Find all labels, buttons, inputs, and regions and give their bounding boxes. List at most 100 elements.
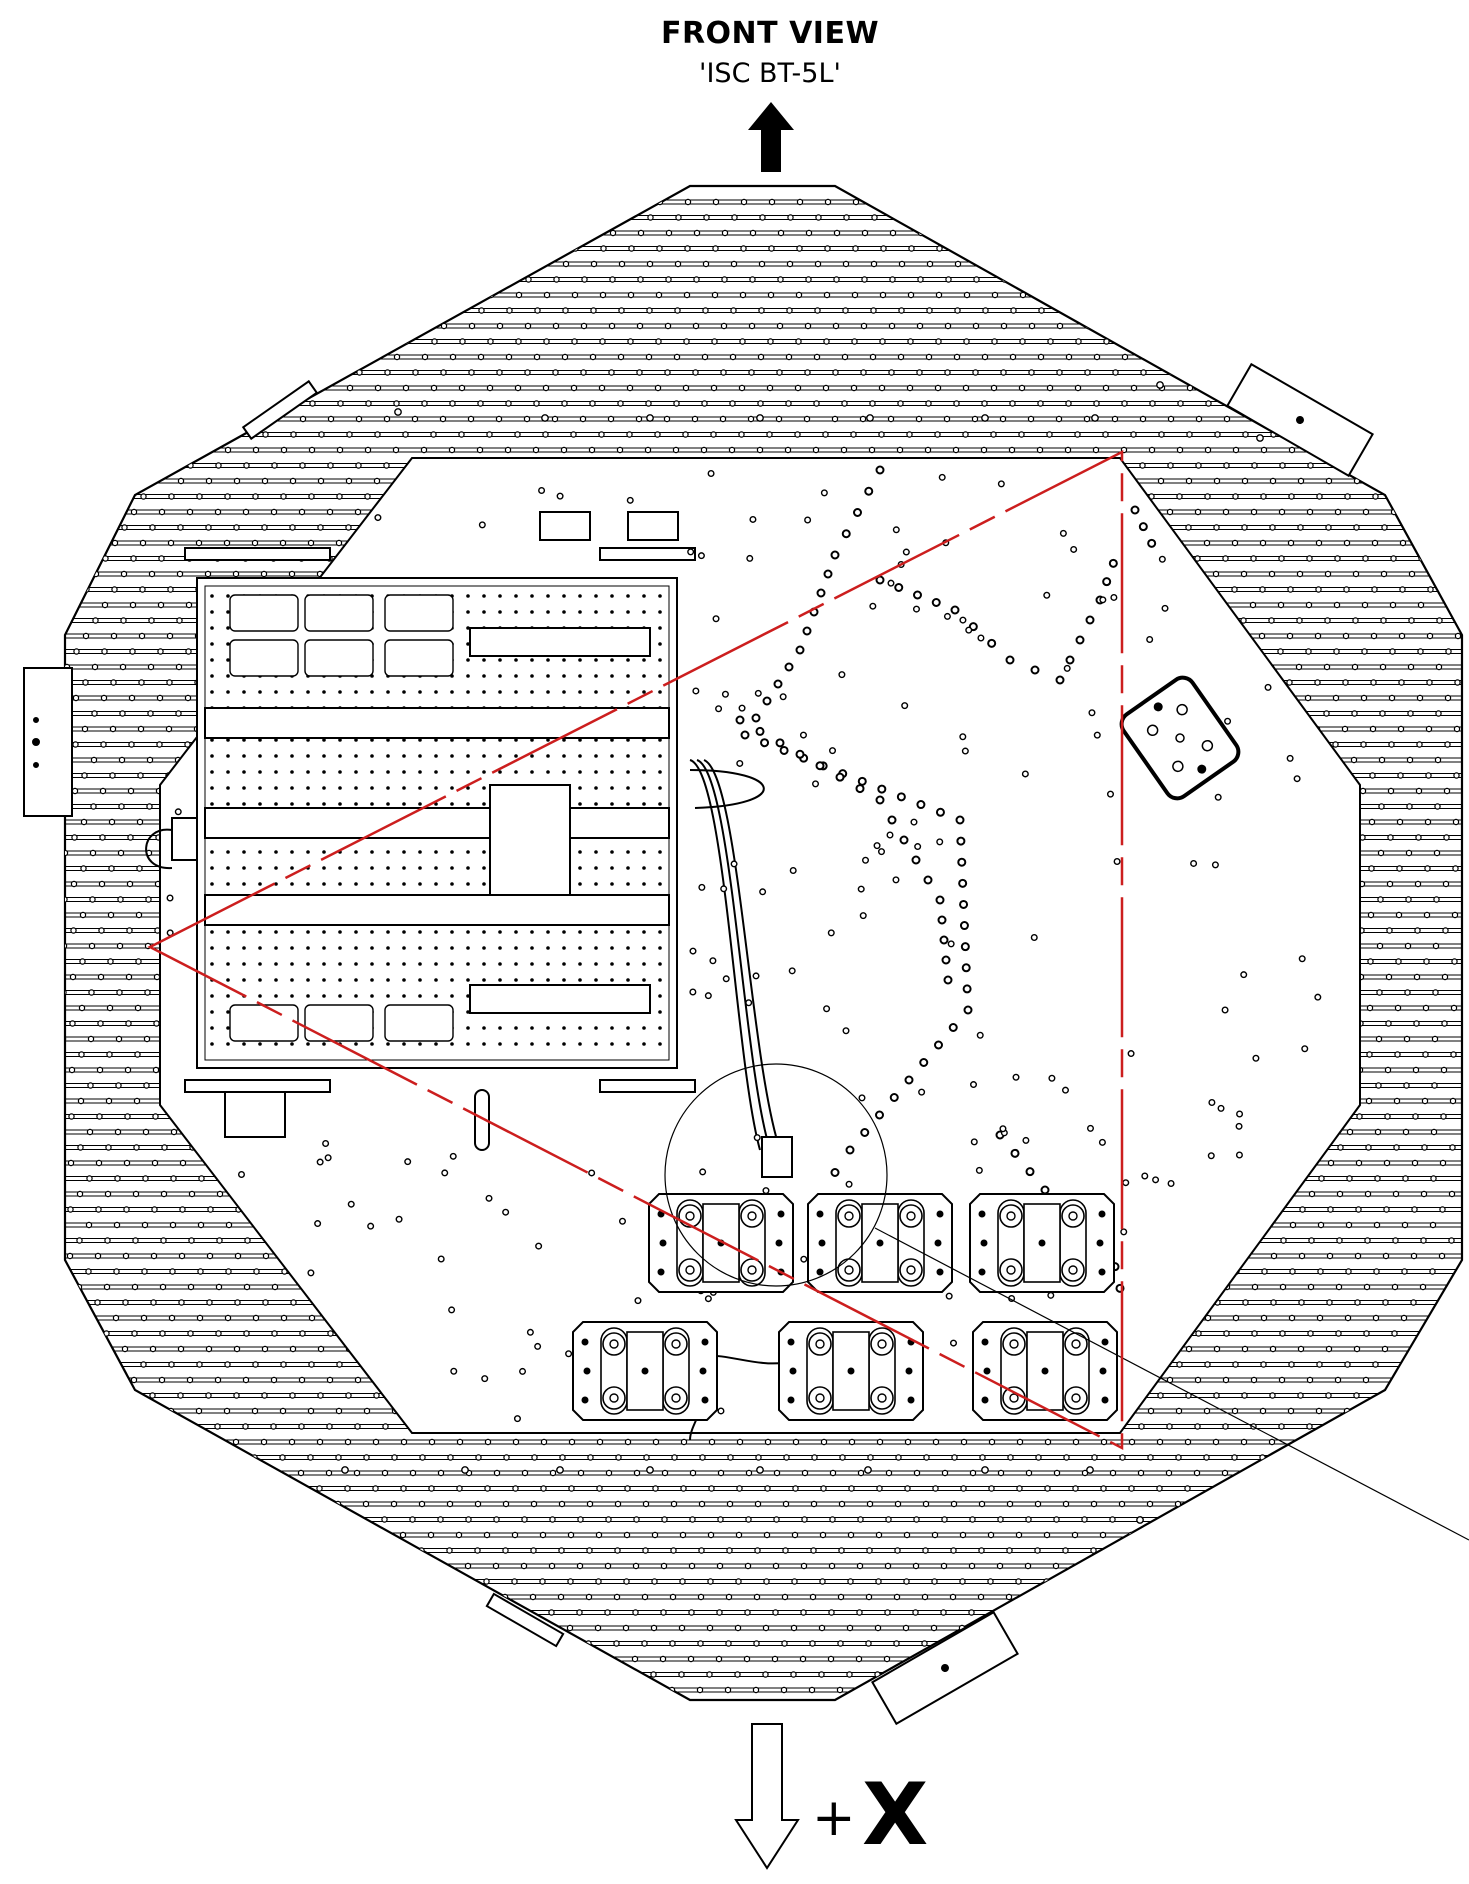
rail-hole <box>1239 1625 1244 1630</box>
rail-hole <box>429 1486 434 1491</box>
rail-hole <box>312 215 317 220</box>
rail-hole <box>63 1672 68 1677</box>
rail-hole <box>767 432 772 437</box>
rail-hole <box>871 308 876 313</box>
rail-hole <box>329 370 334 375</box>
rail-hole <box>1202 1641 1207 1646</box>
rail-hole <box>1138 1470 1143 1475</box>
rail-hole <box>1429 447 1434 452</box>
rail-hole <box>1408 1532 1413 1537</box>
rail-hole <box>549 1563 554 1568</box>
rail-hole <box>1309 1191 1314 1196</box>
rail-hole <box>254 401 259 406</box>
rail-hole <box>1197 370 1202 375</box>
rail-hole <box>634 1470 639 1475</box>
rail-hole <box>376 292 381 297</box>
rail-hole <box>279 1501 284 1506</box>
rail-hole <box>749 370 754 375</box>
rail-hole <box>73 1610 78 1615</box>
rail-hole <box>1211 1672 1216 1677</box>
rail-hole <box>908 292 913 297</box>
rail-hole <box>1231 1501 1236 1506</box>
rail-hole <box>793 1439 798 1444</box>
rail-hole <box>1355 1253 1360 1258</box>
rail-hole <box>1334 1517 1339 1522</box>
rail-hole <box>1440 292 1445 297</box>
rail-hole <box>1298 478 1303 483</box>
rail-hole <box>553 370 558 375</box>
rail-hole <box>75 1424 80 1429</box>
rail-hole <box>217 370 222 375</box>
rail-hole <box>170 354 175 359</box>
rail-hole <box>1178 354 1183 359</box>
rail-hole <box>289 571 294 576</box>
rail-hole <box>1271 1253 1276 1258</box>
rail-hole <box>1179 308 1184 313</box>
rail-hole <box>1314 1594 1319 1599</box>
rail-hole <box>1357 1114 1362 1119</box>
rail-hole <box>139 1548 144 1553</box>
rail-hole <box>562 401 567 406</box>
rail-hole <box>925 447 930 452</box>
rail-hole <box>141 447 146 452</box>
rail-hole <box>1320 215 1325 220</box>
rail-hole <box>344 1532 349 1537</box>
rail-hole <box>1375 1176 1380 1181</box>
rail-hole <box>1202 1594 1207 1599</box>
rail-hole <box>1333 1610 1338 1615</box>
rail-hole <box>624 1532 629 1537</box>
rail-hole <box>1441 1067 1446 1072</box>
rail-hole <box>665 323 670 328</box>
rail-hole <box>886 1470 891 1475</box>
rail-hole <box>1064 1455 1069 1460</box>
rail-hole <box>735 1672 740 1677</box>
rail-hole <box>843 261 848 266</box>
rail-hole <box>260 1579 265 1584</box>
rail-hole <box>707 1672 712 1677</box>
rail-hole <box>1376 1036 1381 1041</box>
rail-hole <box>1370 726 1375 731</box>
rail-hole <box>1319 261 1324 266</box>
rail-hole <box>1203 1501 1208 1506</box>
rail-hole <box>101 695 106 700</box>
rail-hole <box>1445 1610 1450 1615</box>
rail-hole <box>543 385 548 390</box>
rail-hole <box>64 1532 69 1537</box>
rail-hole <box>1402 354 1407 359</box>
rail-hole <box>972 416 977 421</box>
rail-hole <box>129 1610 134 1615</box>
rail-hole <box>1454 1641 1459 1646</box>
rail-hole <box>741 199 746 204</box>
rail-hole <box>148 664 153 669</box>
rail-hole <box>1439 385 1444 390</box>
rail-hole <box>224 1408 229 1413</box>
rail-hole <box>79 1052 84 1057</box>
rail-hole <box>74 1517 79 1522</box>
rail-hole <box>126 1021 131 1026</box>
rail-hole <box>1422 230 1427 235</box>
rail-hole <box>1277 1563 1282 1568</box>
rail-hole <box>1186 478 1191 483</box>
rail-hole <box>180 292 185 297</box>
rail-hole <box>347 432 352 437</box>
rail-hole <box>605 1563 610 1568</box>
rail-hole <box>748 416 753 421</box>
rail-hole <box>1167 509 1172 514</box>
rail-hole <box>205 571 210 576</box>
rail-hole <box>180 1160 185 1165</box>
rail-hole <box>428 1579 433 1584</box>
rail-hole <box>109 819 114 824</box>
rail-hole <box>1306 1470 1311 1475</box>
rail-hole <box>530 1594 535 1599</box>
rail-hole <box>821 1486 826 1491</box>
rail-hole <box>175 1672 180 1677</box>
rail-hole <box>600 339 605 344</box>
rail-hole <box>116 1083 121 1088</box>
rail-hole <box>544 292 549 297</box>
rail-hole <box>65 1439 70 1444</box>
rail-hole <box>1383 1253 1388 1258</box>
rail-hole <box>347 385 352 390</box>
rail-hole <box>1223 1424 1228 1429</box>
rail-hole <box>670 1594 675 1599</box>
